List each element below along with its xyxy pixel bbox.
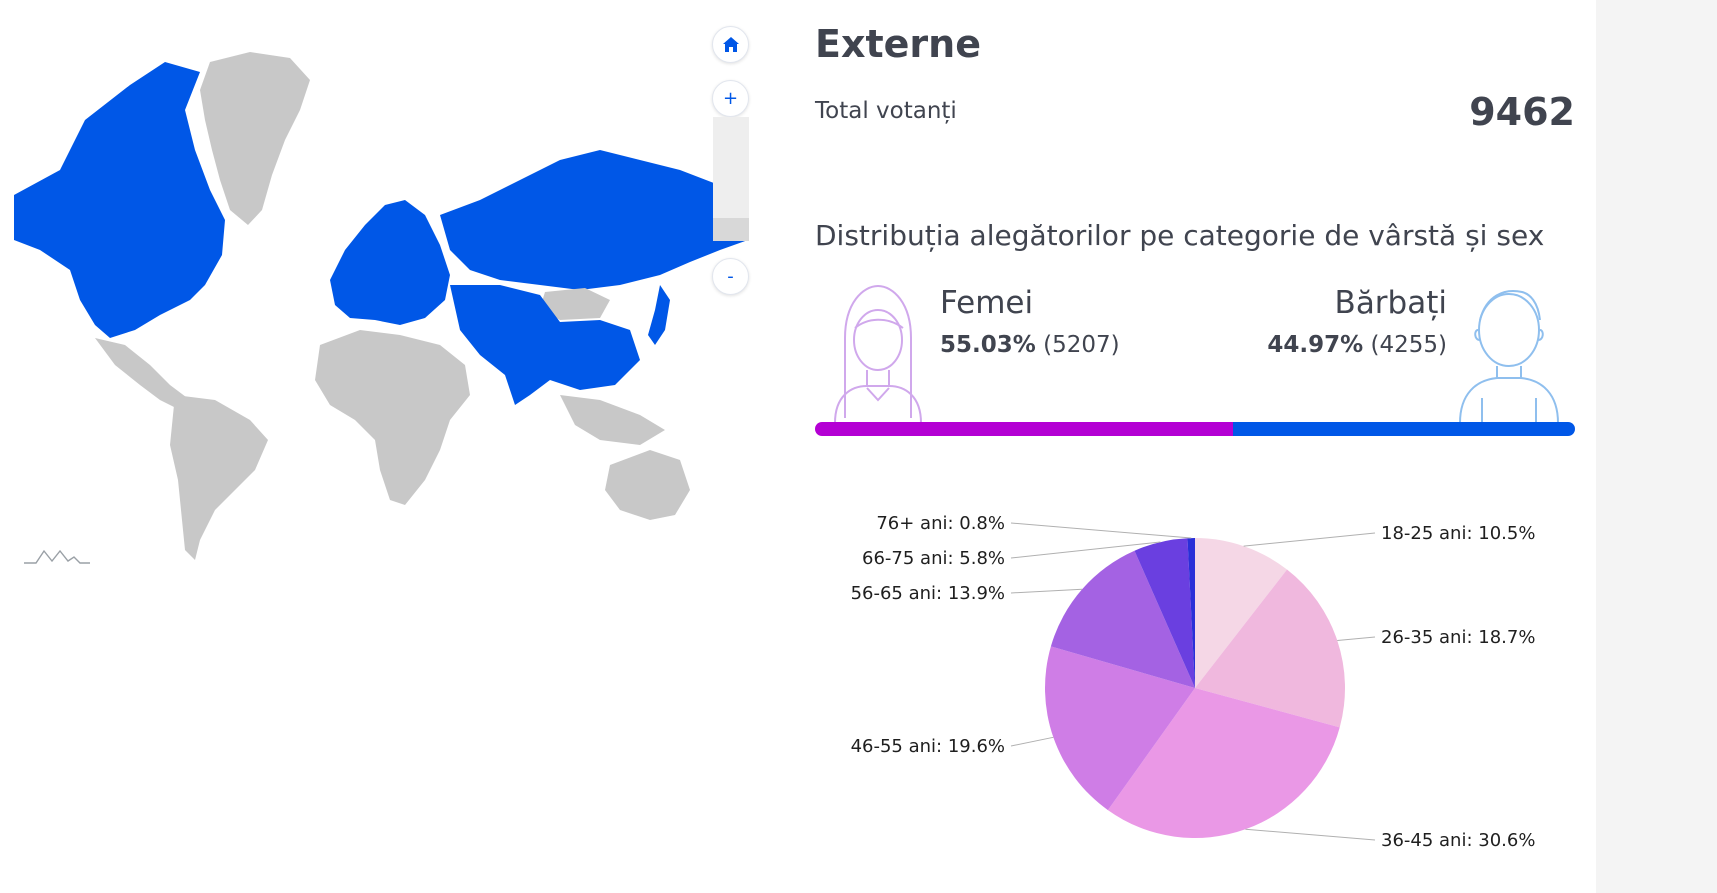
gender-ratio-bar <box>815 422 1575 436</box>
male-percent: 44.97% <box>1267 332 1364 358</box>
pie-slice[interactable] <box>1045 646 1195 811</box>
female-count: (5207) <box>1043 332 1120 358</box>
pie-slice-label: 76+ ani: 0.8% <box>876 513 1005 534</box>
page-gutter <box>1596 0 1717 893</box>
page-title: Externe <box>815 22 981 66</box>
male-label: Bărbați <box>1334 285 1447 321</box>
female-percent: 55.03% <box>940 332 1036 358</box>
total-voters-value: 9462 <box>1469 90 1575 134</box>
pie-leader-line <box>1010 541 1161 559</box>
distribution-title: Distribuția alegătorilor pe categorie de… <box>815 219 1545 252</box>
zoom-out-button[interactable]: - <box>712 258 749 295</box>
pie-slice[interactable] <box>1195 538 1288 688</box>
zoom-slider-handle[interactable] <box>713 218 749 241</box>
map-region-europe[interactable] <box>330 200 450 325</box>
total-voters-label: Total votanți <box>815 98 957 124</box>
pie-slice-label: 56-65 ani: 13.9% <box>851 583 1005 604</box>
map-region-mongolia[interactable] <box>540 288 610 320</box>
zoom-in-button[interactable]: + <box>712 80 749 117</box>
world-map-svg[interactable] <box>0 0 760 580</box>
world-map[interactable]: + - <box>0 0 760 580</box>
map-region-russia[interactable] <box>440 150 748 290</box>
pie-slice[interactable] <box>1134 538 1195 688</box>
map-region-southeast-asia[interactable] <box>560 395 665 445</box>
age-pie-chart: 18-25 ani: 10.5% 26-35 ani: 18.7% 36-45 an… <box>851 513 1536 851</box>
male-value: 44.97% (4255) <box>1267 332 1447 358</box>
pie-slice[interactable] <box>1187 538 1195 688</box>
credits-logo-icon[interactable] <box>22 545 92 567</box>
female-value: 55.03% (5207) <box>940 332 1120 358</box>
female-avatar-icon <box>834 284 922 424</box>
pie-slice-label: 36-45 ani: 30.6% <box>1381 830 1535 851</box>
home-icon <box>722 36 739 52</box>
map-region-australia[interactable] <box>605 450 690 520</box>
map-region-greenland[interactable] <box>200 52 310 225</box>
pie-leader-line <box>1010 588 1083 594</box>
pie-leader-line <box>1337 636 1376 641</box>
pie-leader-line <box>1010 522 1192 539</box>
pie-leader-line <box>1245 828 1376 841</box>
map-region-africa[interactable] <box>315 330 470 505</box>
female-label: Femei <box>940 285 1034 321</box>
male-avatar-icon <box>1459 290 1559 424</box>
pie-leader-line <box>1010 736 1054 747</box>
gender-bar-female <box>815 422 1234 436</box>
info-panel: Externe Total votanți 9462 Distribuția a… <box>815 0 1575 893</box>
pie-slice-label: 46-55 ani: 19.6% <box>851 736 1005 757</box>
pie-slice[interactable] <box>1050 550 1195 688</box>
pie-slice[interactable] <box>1195 569 1345 728</box>
map-region-central-america[interactable] <box>95 338 190 410</box>
gender-bar-male <box>1233 422 1575 436</box>
map-region-south-america[interactable] <box>170 395 268 560</box>
map-region-asia[interactable] <box>450 285 640 405</box>
pie-slice-label: 18-25 ani: 10.5% <box>1381 523 1535 544</box>
home-button[interactable] <box>712 26 749 63</box>
male-count: (4255) <box>1370 332 1447 358</box>
pie-leader-line <box>1243 532 1376 547</box>
map-region-japan[interactable] <box>648 285 670 345</box>
pie-slice[interactable] <box>1107 688 1340 839</box>
pie-slice-label: 26-35 ani: 18.7% <box>1381 627 1535 648</box>
map-region-north-america[interactable] <box>14 62 225 338</box>
pie-slice-label: 66-75 ani: 5.8% <box>862 548 1005 569</box>
